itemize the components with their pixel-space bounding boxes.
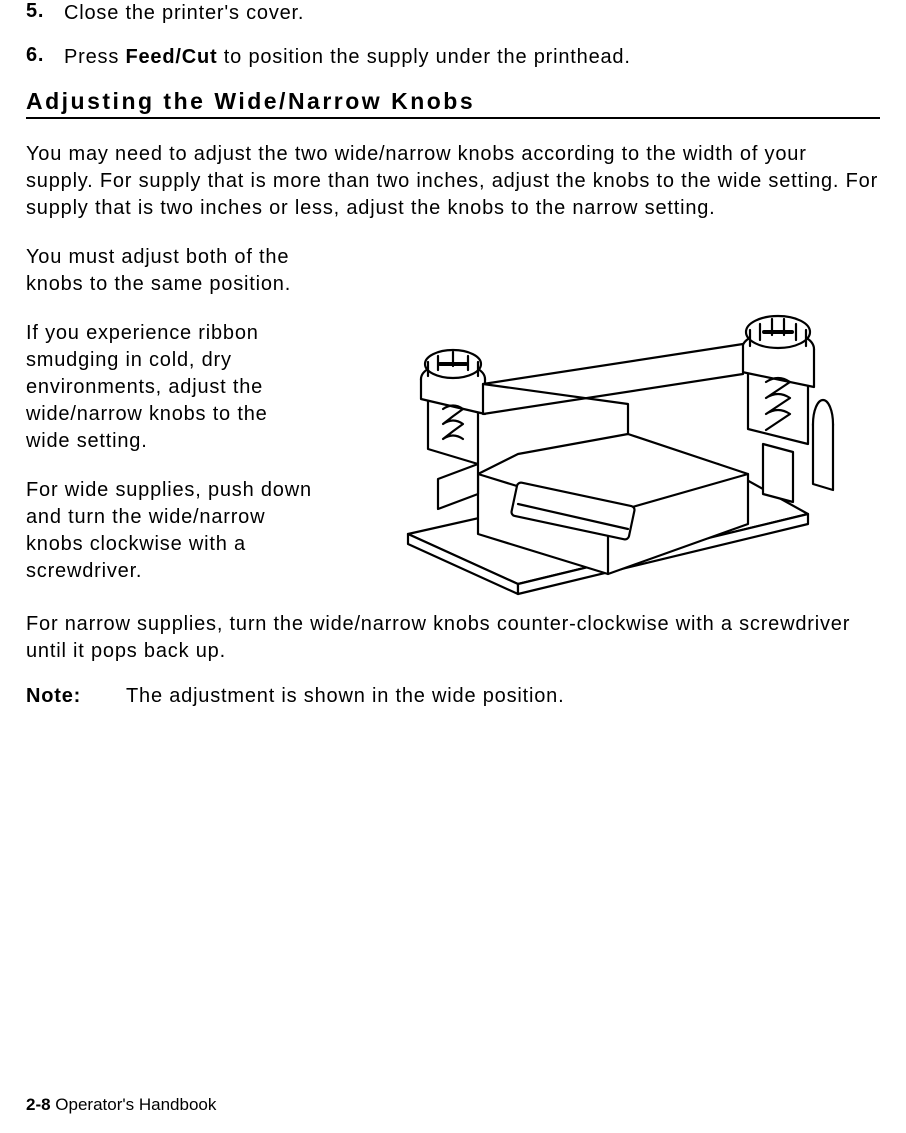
step-6: 6. Press Feed/Cut to position the supply… [26,44,880,70]
printer-knobs-illustration [368,244,848,604]
note-text: The adjustment is shown in the wide posi… [126,683,564,710]
step-number: 6. [26,44,64,67]
two-column-layout: You must adjust both of the knobs to the… [26,244,880,607]
footer-title: Operator's Handbook [51,1095,217,1114]
paragraph: For wide supplies, push down and turn th… [26,477,316,585]
note-label: Note: [26,683,126,710]
step-text: Close the printer's cover. [64,0,304,26]
left-column: You must adjust both of the knobs to the… [26,244,316,607]
step-text: Press Feed/Cut to position the supply un… [64,44,631,70]
note-row: Note: The adjustment is shown in the wid… [26,683,880,710]
step-text-bold: Feed/Cut [125,46,217,68]
step-text-before: Press [64,46,125,68]
step-5: 5. Close the printer's cover. [26,0,880,26]
paragraph: If you experience ribbon smudging in col… [26,320,316,455]
step-text-before: Close the printer's cover. [64,2,304,24]
intro-paragraph: You may need to adjust the two wide/narr… [26,141,880,222]
right-column [336,244,880,604]
paragraph: You must adjust both of the knobs to the… [26,244,316,298]
section-heading: Adjusting the Wide/Narrow Knobs [26,88,880,119]
page-footer: 2-8 Operator's Handbook [26,1095,216,1115]
step-number: 5. [26,0,64,23]
step-text-after: to position the supply under the printhe… [217,46,630,68]
paragraph: For narrow supplies, turn the wide/narro… [26,611,880,665]
page-number: 2-8 [26,1095,51,1114]
